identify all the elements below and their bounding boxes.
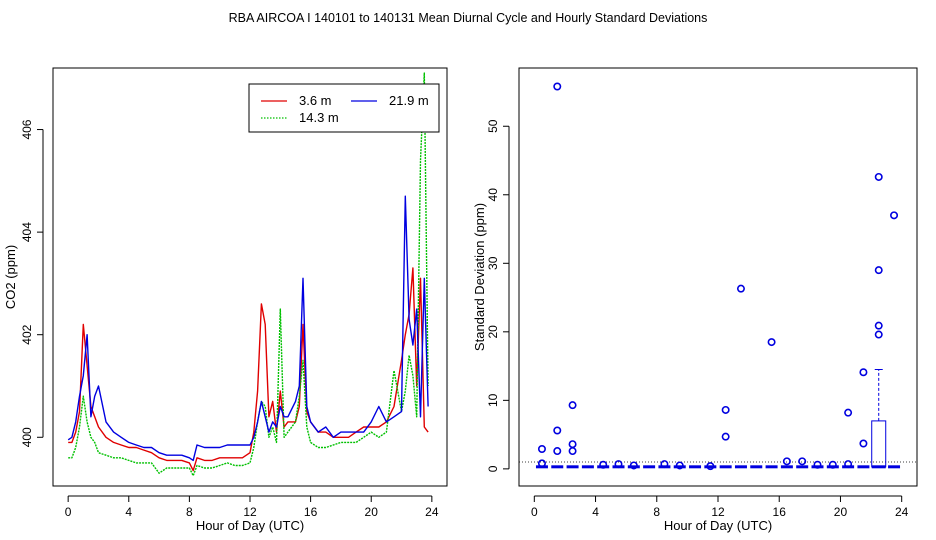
x-tick-label: 8 xyxy=(186,505,193,519)
sd-outlier-point xyxy=(844,408,853,417)
x-tick-label: 20 xyxy=(365,505,379,519)
y-tick-label: 400 xyxy=(20,427,34,447)
co2-x-axis: 0 4 8 12 16 20 24 xyxy=(65,495,439,519)
sd-outlier-point xyxy=(890,211,899,220)
x-tick-label: 8 xyxy=(653,505,660,519)
co2-series-line-3-6-m xyxy=(68,267,429,472)
x-tick-label: 4 xyxy=(125,505,132,519)
sd-outlier-point xyxy=(782,457,791,466)
sd-outlier-point xyxy=(537,444,546,453)
sd-y-axis-label: Standard Deviation (ppm) xyxy=(472,203,487,351)
co2-x-axis-label: Hour of Day (UTC) xyxy=(196,518,304,533)
legend-label-21-9m: 21.9 m xyxy=(389,93,429,108)
x-tick-label: 4 xyxy=(592,505,599,519)
sd-outlier-point xyxy=(568,401,577,410)
x-tick-label: 0 xyxy=(531,505,538,519)
sd-outlier-point xyxy=(798,457,807,466)
sd-y-axis: 0 10 20 30 40 50 xyxy=(486,119,510,472)
y-tick-label: 406 xyxy=(20,119,34,139)
sd-box xyxy=(871,420,887,468)
sd-outlier-point xyxy=(553,447,562,456)
sd-outlier-point xyxy=(553,426,562,435)
sd-outlier-point xyxy=(844,460,853,469)
sd-outlier-point xyxy=(828,460,837,469)
co2-y-axis-label: CO2 (ppm) xyxy=(3,245,18,309)
sd-outlier-point xyxy=(675,461,684,470)
sd-outlier-point xyxy=(721,405,730,414)
sd-outlier-point xyxy=(629,461,638,470)
sd-outlier-point xyxy=(568,440,577,449)
sd-outlier-point xyxy=(568,447,577,456)
sd-outlier-point xyxy=(874,172,883,181)
std-dev-panel: 0 4 8 12 16 20 24 0 10 20 30 40 50 Hour of Day (UTC… xyxy=(472,67,918,533)
sd-x-axis: 0 4 8 12 16 20 24 xyxy=(531,495,909,519)
co2-y-axis: 400 402 404 406 xyxy=(20,119,44,447)
x-tick-label: 12 xyxy=(243,505,257,519)
co2-series-line-21-9-m xyxy=(67,195,429,462)
sd-outlier-point xyxy=(721,432,730,441)
x-tick-label: 12 xyxy=(711,505,725,519)
y-tick-label: 30 xyxy=(486,256,500,270)
y-tick-label: 404 xyxy=(20,222,34,242)
sd-outlier-point xyxy=(614,460,623,469)
figure-title: RBA AIRCOA I 140101 to 140131 Mean Diurn… xyxy=(229,11,708,25)
co2-plot-frame xyxy=(52,67,448,487)
x-tick-label: 24 xyxy=(425,505,439,519)
sd-outlier-point xyxy=(874,321,883,330)
x-tick-label: 16 xyxy=(304,505,318,519)
sd-marks-group xyxy=(519,82,917,471)
legend-box xyxy=(248,83,440,133)
y-tick-label: 0 xyxy=(486,465,500,472)
x-tick-label: 16 xyxy=(773,505,787,519)
sd-outlier-point xyxy=(553,82,562,91)
sd-outlier-point xyxy=(660,460,669,469)
y-tick-label: 10 xyxy=(486,393,500,407)
sd-outlier-point xyxy=(736,284,745,293)
y-tick-label: 40 xyxy=(486,188,500,202)
x-tick-label: 20 xyxy=(834,505,848,519)
x-tick-label: 0 xyxy=(65,505,72,519)
sd-plot-frame xyxy=(518,67,918,487)
sd-x-axis-label: Hour of Day (UTC) xyxy=(664,518,772,533)
co2-legend: 3.6 m 21.9 m 14.3 m xyxy=(248,83,440,133)
y-tick-label: 402 xyxy=(20,324,34,344)
sd-outlier-point xyxy=(599,460,608,469)
sd-outlier-point xyxy=(706,462,715,471)
sd-outlier-point xyxy=(874,266,883,275)
x-tick-label: 24 xyxy=(895,505,909,519)
sd-outlier-point xyxy=(537,459,546,468)
legend-label-3-6m: 3.6 m xyxy=(299,93,332,108)
sd-outlier-point xyxy=(813,460,822,469)
co2-diurnal-panel: 0 4 8 12 16 20 24 400 402 404 406 Hour of Day (UT… xyxy=(3,67,448,533)
sd-outlier-point xyxy=(767,338,776,347)
legend-label-14-3m: 14.3 m xyxy=(299,110,339,125)
sd-outlier-point xyxy=(859,368,868,377)
sd-outlier-point xyxy=(874,330,883,339)
sd-outlier-point xyxy=(859,439,868,448)
y-tick-label: 50 xyxy=(486,119,500,133)
co2-series-group xyxy=(67,72,429,477)
y-tick-label: 20 xyxy=(486,325,500,339)
